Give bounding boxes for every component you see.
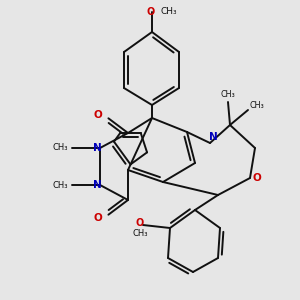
Text: CH₃: CH₃ [160,8,177,16]
Text: O: O [93,213,102,223]
Text: CH₃: CH₃ [53,181,68,190]
Text: CH₃: CH₃ [132,230,148,238]
Text: CH₃: CH₃ [53,143,68,152]
Text: N: N [93,143,101,153]
Text: O: O [136,218,144,228]
Text: O: O [93,110,102,120]
Text: N: N [208,132,217,142]
Text: O: O [252,173,261,183]
Text: N: N [93,180,101,190]
Text: CH₃: CH₃ [220,90,236,99]
Text: O: O [146,7,154,17]
Text: CH₃: CH₃ [250,101,264,110]
